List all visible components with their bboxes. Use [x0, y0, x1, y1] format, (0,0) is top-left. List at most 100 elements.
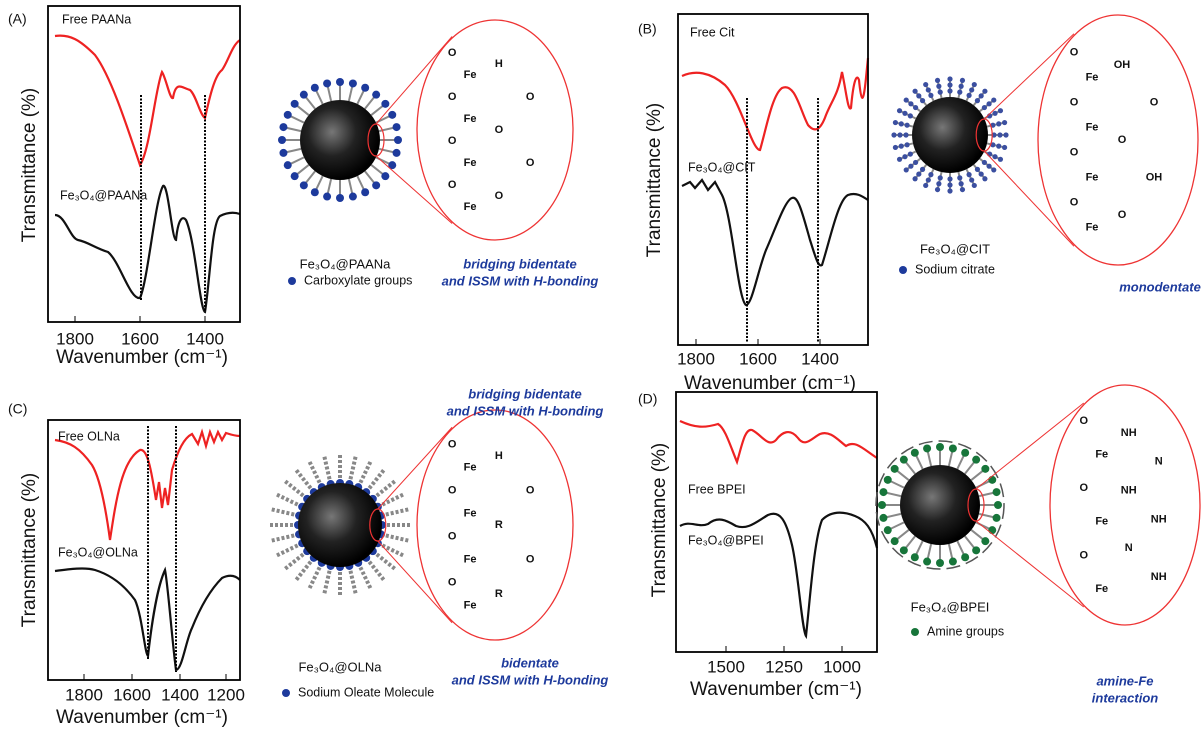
ligand-bead	[947, 176, 953, 182]
ligand	[936, 80, 943, 99]
callout-atom: Fe	[1095, 449, 1108, 461]
legend-label: Sodium Oleate Molecule	[298, 685, 434, 699]
ligand-head	[283, 161, 292, 170]
nanoparticle	[900, 465, 980, 545]
ligand-bead	[904, 122, 910, 128]
ligand-head	[910, 448, 919, 457]
ligand-bead	[923, 182, 929, 189]
zoom-line	[377, 426, 453, 510]
ligand	[957, 171, 964, 190]
ligand	[914, 164, 928, 180]
ligand-bead	[947, 182, 953, 188]
ligand-head	[890, 537, 899, 546]
ligand-bead	[986, 101, 992, 107]
x-axis-title: Wavenumber (cm⁻¹)	[690, 679, 862, 700]
callout-atom: O	[526, 91, 535, 103]
ligand-head	[879, 488, 888, 497]
ligand-bead	[937, 89, 943, 95]
ligand-bead	[1003, 132, 1009, 138]
callout-atom: Fe	[464, 553, 477, 565]
ligand-head	[992, 488, 1001, 497]
callout-atom: Fe	[464, 201, 477, 213]
zoom-line	[975, 520, 1085, 608]
ligand-bead	[992, 154, 998, 160]
ligand-bead	[991, 97, 997, 103]
ligand-bead	[969, 87, 975, 93]
y-axis-title: Transmittance (%)	[19, 88, 40, 243]
binding-mode: and ISSM with H-bonding	[452, 672, 609, 687]
ligand-head	[936, 443, 944, 451]
callout-atom: OH	[1114, 59, 1131, 71]
callout-atom: Fe	[1086, 221, 1099, 233]
plot-frame	[47, 419, 241, 681]
ligand-bead	[896, 156, 903, 162]
binding-mode: and ISSM with H-bonding	[442, 273, 599, 288]
ligand-bead	[925, 177, 931, 183]
spectrum-coated	[54, 566, 241, 672]
ligand	[371, 478, 398, 501]
ligand-head	[388, 161, 397, 170]
ligand-bead	[959, 77, 966, 84]
callout-atom: O	[448, 135, 457, 147]
spectrum-coated	[679, 511, 879, 640]
ligand-head	[972, 546, 981, 555]
callout-atom: R	[495, 588, 503, 600]
x-tick-label: 1600	[739, 349, 777, 368]
ligand-bead	[898, 121, 904, 127]
callout	[1037, 14, 1199, 266]
binding-mode: and ISSM with H-bonding	[447, 403, 604, 418]
ligand-bead	[957, 89, 963, 95]
binding-mode: amine-Fe	[1096, 673, 1153, 688]
spectrum-label: Free BPEI	[688, 482, 746, 496]
x-tick-label: 1400	[186, 329, 224, 348]
ligand-bead	[892, 119, 899, 126]
ligand-bead	[908, 101, 914, 107]
callout-atom: O	[448, 47, 457, 59]
callout-atom: Fe	[464, 157, 477, 169]
spectrum-label: Free Cit	[690, 25, 735, 39]
callout-atom: NH	[1151, 571, 1167, 583]
y-axis-title: Transmittance (%)	[644, 103, 665, 258]
ligand-head	[323, 79, 332, 88]
callout-atom: Fe	[1086, 121, 1099, 133]
ligand-bead	[966, 92, 972, 98]
ligand-head	[981, 537, 990, 546]
x-tick-label: 1800	[65, 685, 103, 704]
spectrum-label: Fe₃O₄@OLNa	[58, 545, 138, 559]
ligand-head	[988, 475, 997, 484]
ligand	[924, 168, 935, 186]
spectrum-free	[679, 420, 878, 466]
ligand-bead	[897, 132, 903, 138]
ligand-bead	[903, 167, 909, 173]
ligand-bead	[974, 97, 981, 104]
callout-atom: O	[448, 484, 457, 496]
ligand	[957, 80, 964, 99]
panel-label: (C)	[8, 401, 27, 417]
ligand	[356, 459, 374, 489]
x-tick-label: 1800	[56, 329, 94, 348]
ligand-bead	[991, 167, 997, 173]
ligand	[269, 532, 300, 543]
legend-label: Sodium citrate	[915, 262, 995, 276]
legend-symbol	[282, 689, 290, 697]
callout	[416, 19, 574, 241]
binding-mode: bridging bidentate	[463, 256, 576, 271]
spectrum-label: Fe₃O₄@BPEI	[688, 533, 764, 547]
reference-lines	[140, 95, 819, 672]
callout-atom: O	[1070, 196, 1079, 208]
ligand-head	[883, 526, 892, 535]
ligand-head	[372, 181, 381, 190]
ligand-head	[299, 90, 308, 99]
ligand	[371, 549, 398, 572]
ligand-head	[981, 464, 990, 473]
ligand-bead	[907, 113, 913, 119]
ligand-head	[290, 172, 299, 181]
ligand	[380, 507, 411, 518]
ligand-head	[899, 455, 908, 464]
ligand-head	[388, 110, 397, 119]
ligand-bead	[958, 181, 964, 187]
ligand-bead	[986, 163, 992, 169]
ligand-bead	[966, 172, 972, 178]
callout-atom: NH	[1151, 513, 1167, 525]
ligand-bead	[978, 93, 984, 99]
